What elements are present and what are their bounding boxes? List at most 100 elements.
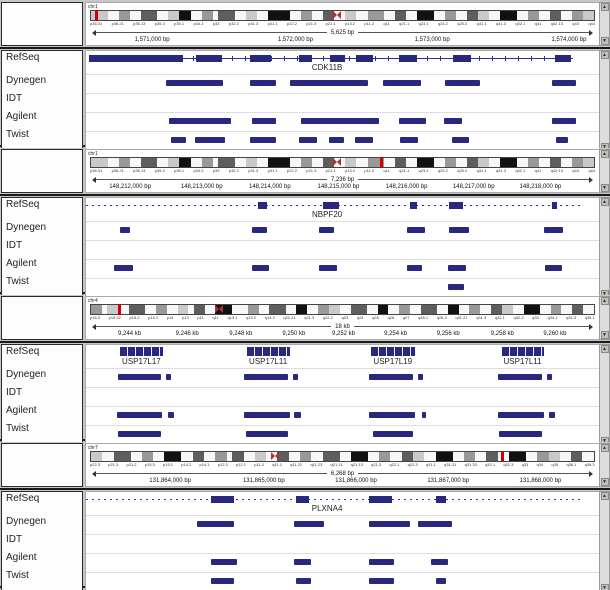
panel-corner-box xyxy=(1,443,83,487)
scroll-down-icon[interactable]: ▼ xyxy=(600,331,609,339)
ruler[interactable]: 1,571,000 bp 1,572,000 bp 1,573,000 bp 1,57… xyxy=(92,37,593,45)
track-name-twist[interactable]: Twist xyxy=(6,423,29,434)
vertical-scrollbar[interactable]: ▲ ▼ xyxy=(599,50,610,152)
vertical-scrollbar[interactable]: ▲ ▼ xyxy=(599,344,610,446)
cytoband xyxy=(129,158,141,167)
track-name-twist[interactable]: Twist xyxy=(6,129,29,140)
track-row-dynegen[interactable] xyxy=(86,222,599,241)
track-name-idt[interactable]: IDT xyxy=(6,240,23,251)
ruler[interactable]: 9,244 kb 9,246 kb 9,248 kb 9,250 kb 9,252 kb… xyxy=(92,331,593,339)
track-name-idt[interactable]: IDT xyxy=(6,387,23,398)
scroll-up-icon[interactable]: ▲ xyxy=(600,3,609,11)
scroll-down-icon[interactable]: ▼ xyxy=(600,184,609,192)
scroll-down-icon[interactable]: ▼ xyxy=(600,37,609,45)
track-name-dynegen[interactable]: Dynegen xyxy=(6,369,47,380)
cytoband-label: q33 xyxy=(532,315,539,320)
ruler[interactable]: 131,864,000 bp 131,865,000 bp 131,866,000 … xyxy=(92,478,593,486)
track-name-refseq[interactable]: RefSeq xyxy=(6,346,40,357)
track-row-idt[interactable] xyxy=(86,535,599,554)
cytoband xyxy=(409,305,421,314)
tracks-area[interactable]: NBPF20 xyxy=(85,197,599,299)
track-row-refseq[interactable]: NBPF20 xyxy=(86,198,599,222)
track-name-dynegen[interactable]: Dynegen xyxy=(6,75,47,86)
track-row-idt[interactable] xyxy=(86,241,599,260)
track-row-idt[interactable] xyxy=(86,388,599,407)
track-name-agilent[interactable]: Agilent xyxy=(6,552,37,563)
cytoband xyxy=(356,11,368,20)
cytoband xyxy=(140,11,158,20)
scroll-up-icon[interactable]: ▲ xyxy=(600,345,609,353)
track-row-agilent[interactable] xyxy=(86,554,599,573)
feature-segment xyxy=(252,118,277,124)
track-row-idt[interactable] xyxy=(86,94,599,113)
gene-exon xyxy=(371,347,415,356)
track-row-dynegen[interactable] xyxy=(86,75,599,94)
track-name-refseq[interactable]: RefSeq xyxy=(6,199,40,210)
cytoband xyxy=(339,452,351,461)
track-name-dynegen[interactable]: Dynegen xyxy=(6,222,47,233)
tracks-area[interactable]: CDK11B xyxy=(85,50,599,152)
track-name-agilent[interactable]: Agilent xyxy=(6,111,37,122)
scroll-down-icon[interactable]: ▼ xyxy=(600,478,609,486)
cytoband-label: p21.3 xyxy=(108,462,119,467)
track-name-agilent[interactable]: Agilent xyxy=(6,405,37,416)
track-row-agilent[interactable] xyxy=(86,260,599,279)
track-name-dynegen[interactable]: Dynegen xyxy=(6,516,47,527)
cytoband xyxy=(201,11,213,20)
tick-label: 9,252 kb xyxy=(331,331,356,337)
gene-exon xyxy=(120,347,163,356)
chromosome-ideogram[interactable] xyxy=(90,304,595,315)
centromere-icon xyxy=(215,305,224,314)
track-name-twist[interactable]: Twist xyxy=(6,570,29,581)
tick-label: 148,216,000 bp xyxy=(385,184,428,190)
feature-segment xyxy=(436,578,447,584)
ruler[interactable]: 148,212,000 bp 148,213,000 bp 148,214,000 … xyxy=(92,184,593,192)
chromosome-ideogram[interactable] xyxy=(90,157,595,168)
locus-header[interactable]: chr1 p36.31 p36.21 p36.13 p35.3 p35.1 p34.2 p33… xyxy=(85,149,599,193)
cytoband xyxy=(300,452,312,461)
locus-header[interactable]: chr7 p22.3 p21.3 p21.2 p15.3 p15.1 p14.2 p14.1 p… xyxy=(85,443,599,487)
cytoband-label: p34.2 xyxy=(193,168,204,173)
track-row-dynegen[interactable] xyxy=(86,369,599,388)
chromosome-label: chr1 xyxy=(88,151,98,157)
scroll-down-icon[interactable]: ▼ xyxy=(600,584,609,590)
scroll-up-icon[interactable]: ▲ xyxy=(600,51,609,59)
track-row-refseq[interactable]: PLXNA4 xyxy=(86,492,599,516)
vertical-scrollbar[interactable]: ▲ ▼ xyxy=(599,2,610,46)
scroll-up-icon[interactable]: ▲ xyxy=(600,444,609,452)
feature-segment xyxy=(294,559,311,565)
span-right-arrow-icon xyxy=(589,323,593,330)
chromosome-ideogram[interactable] xyxy=(90,10,595,21)
track-row-refseq[interactable]: CDK11B xyxy=(86,51,599,75)
tracks-area[interactable]: PLXNA4 xyxy=(85,491,599,590)
track-name-refseq[interactable]: RefSeq xyxy=(6,493,40,504)
locus-header[interactable]: chr4 p16.3 p15.32 p15.2 p15.1 p14 p13 p11 q11 q13… xyxy=(85,296,599,340)
gene-exon xyxy=(436,496,447,503)
scroll-up-icon[interactable]: ▲ xyxy=(600,198,609,206)
scroll-up-icon[interactable]: ▲ xyxy=(600,297,609,305)
feature-segment xyxy=(447,284,465,290)
locus-header[interactable]: chr1 p36.31 p36.21 p36.13 p35.3 p35.1 p34.2 p33… xyxy=(85,2,599,46)
track-name-refseq[interactable]: RefSeq xyxy=(6,52,40,63)
track-row-refseq[interactable]: USP17L17 USP17L11 USP17L19 USP17L11 xyxy=(86,345,599,369)
chromosome-ideogram[interactable] xyxy=(90,451,595,462)
track-row-agilent[interactable] xyxy=(86,407,599,426)
vertical-scrollbar[interactable]: ▲ ▼ xyxy=(599,296,610,340)
tracks-area[interactable]: USP17L17 USP17L11 USP17L19 USP17L11 xyxy=(85,344,599,446)
vertical-scrollbar[interactable]: ▲ ▼ xyxy=(599,443,610,487)
vertical-scrollbar[interactable]: ▲ ▼ xyxy=(599,149,610,193)
vertical-scrollbar[interactable]: ▲ ▼ xyxy=(599,197,610,299)
scroll-up-icon[interactable]: ▲ xyxy=(600,492,609,500)
track-row-agilent[interactable] xyxy=(86,113,599,132)
vertical-scrollbar[interactable]: ▲ ▼ xyxy=(599,491,610,590)
feature-segment xyxy=(167,412,174,418)
scroll-up-icon[interactable]: ▲ xyxy=(600,150,609,158)
track-name-agilent[interactable]: Agilent xyxy=(6,258,37,269)
track-name-idt[interactable]: IDT xyxy=(6,93,23,104)
track-name-twist[interactable]: Twist xyxy=(6,276,29,287)
cytoband-label: q33 xyxy=(521,462,529,467)
track-row-dynegen[interactable] xyxy=(86,516,599,535)
cytoband-label: q11.23 xyxy=(310,462,323,467)
track-name-idt[interactable]: IDT xyxy=(6,534,23,545)
track-row-twist[interactable] xyxy=(86,573,599,590)
